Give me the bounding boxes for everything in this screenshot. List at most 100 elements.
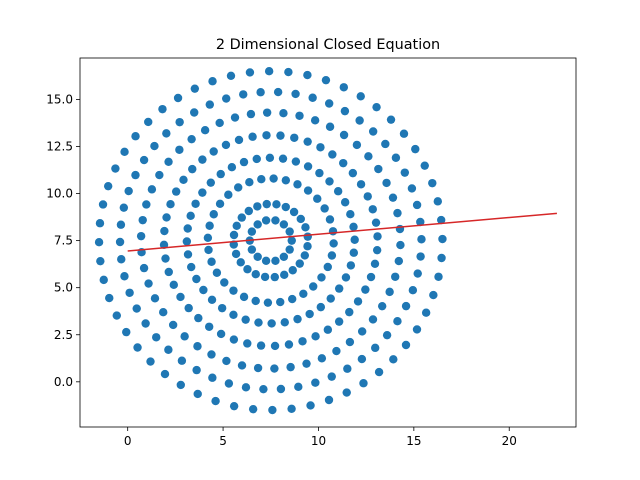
scatter-point: [160, 369, 170, 379]
scatter-point: [239, 292, 249, 302]
scatter-point: [323, 262, 332, 272]
scatter-point: [168, 320, 178, 330]
scatter-point: [164, 267, 173, 277]
scatter-point: [391, 272, 400, 281]
scatter-point: [253, 202, 262, 211]
scatter-point: [317, 273, 326, 282]
x-tick-label: 5: [219, 434, 227, 448]
scatter-point: [296, 214, 305, 224]
scatter-point: [372, 102, 381, 112]
scatter-point: [95, 219, 105, 228]
scatter-point: [224, 379, 234, 388]
scatter-point: [299, 289, 308, 298]
scatter-point: [357, 354, 367, 364]
scatter-point: [311, 332, 320, 341]
scatter-point: [279, 109, 288, 118]
scatter-point: [248, 132, 257, 141]
scatter-point: [256, 341, 266, 350]
scatter-point: [278, 154, 288, 163]
scatter-point: [198, 188, 207, 197]
scatter-point: [323, 325, 333, 334]
scatter-point: [436, 215, 446, 225]
x-tick-label: 20: [502, 434, 517, 448]
scatter-point: [361, 285, 370, 294]
scatter-point: [96, 256, 105, 266]
scatter-point: [237, 361, 247, 370]
scatter-point: [295, 111, 304, 120]
scatter-point: [232, 221, 241, 230]
scatter-point: [270, 272, 279, 282]
scatter-point: [324, 99, 334, 108]
scatter-point: [133, 343, 142, 352]
scatter-point: [301, 223, 310, 232]
scatter-point: [176, 380, 185, 390]
scatter-point: [252, 154, 261, 164]
scatter-point: [188, 164, 197, 174]
scatter-point: [207, 295, 217, 304]
scatter-point: [103, 181, 113, 191]
scatter-point: [342, 388, 351, 397]
scatter-point: [198, 155, 207, 164]
scatter-point: [413, 269, 422, 278]
scatter-point: [164, 345, 173, 354]
scatter-point: [211, 396, 220, 406]
scatter-point: [280, 270, 289, 280]
scatter-point: [132, 304, 141, 313]
scatter-point: [253, 252, 262, 262]
scatter-point: [217, 303, 227, 313]
scatter-point: [368, 315, 378, 324]
scatter-point: [272, 200, 281, 209]
scatter-point: [355, 116, 364, 125]
scatter-point: [372, 245, 382, 255]
scatter-point: [199, 285, 208, 295]
scatter-point: [241, 315, 250, 324]
scatter-point: [259, 384, 268, 394]
scatter-point: [175, 117, 184, 127]
scatter-point: [327, 251, 337, 260]
scatter-point: [343, 364, 352, 373]
scatter-point: [222, 94, 231, 103]
scatter-point: [339, 158, 348, 168]
scatter-point: [276, 131, 285, 140]
scatter-point: [247, 227, 257, 236]
scatter-point: [177, 356, 187, 365]
fit-line: [127, 212, 557, 252]
scatter-point: [125, 288, 134, 297]
scatter-point: [262, 131, 271, 140]
scatter-point: [303, 232, 312, 241]
scatter-point: [253, 220, 262, 229]
scatter-point: [155, 170, 164, 180]
scatter-point: [173, 93, 183, 103]
scatter-point: [303, 242, 312, 251]
scatter-point: [269, 174, 278, 183]
scatter-point: [187, 262, 196, 272]
scatter-point: [434, 272, 443, 281]
scatter-point: [332, 346, 341, 356]
scatter-point: [416, 252, 425, 261]
scatter-point: [325, 122, 335, 131]
x-tick-label: 15: [406, 434, 421, 448]
scatter-point: [150, 294, 160, 303]
scatter-point: [115, 237, 125, 247]
scatter-point: [349, 222, 358, 232]
scatter-point: [370, 259, 380, 268]
scatter-point: [111, 164, 120, 173]
chart-title: 2 Dimensional Closed Equation: [216, 37, 440, 53]
scatter-point: [206, 178, 215, 187]
scatter-point: [204, 245, 213, 255]
scatter-point: [401, 301, 411, 311]
scatter-point: [310, 116, 320, 125]
scatter-point: [226, 71, 236, 80]
scatter-point: [245, 68, 255, 77]
scatter-point: [371, 218, 381, 227]
scatter-point: [183, 250, 193, 259]
scatter-point: [256, 88, 265, 97]
scatter-point: [253, 363, 263, 373]
scatter-point: [317, 354, 327, 363]
scatter-point: [120, 147, 129, 157]
scatter-point: [400, 168, 410, 177]
scatter-point: [339, 130, 349, 140]
scatter-point: [363, 192, 372, 201]
scatter-point: [287, 236, 296, 245]
